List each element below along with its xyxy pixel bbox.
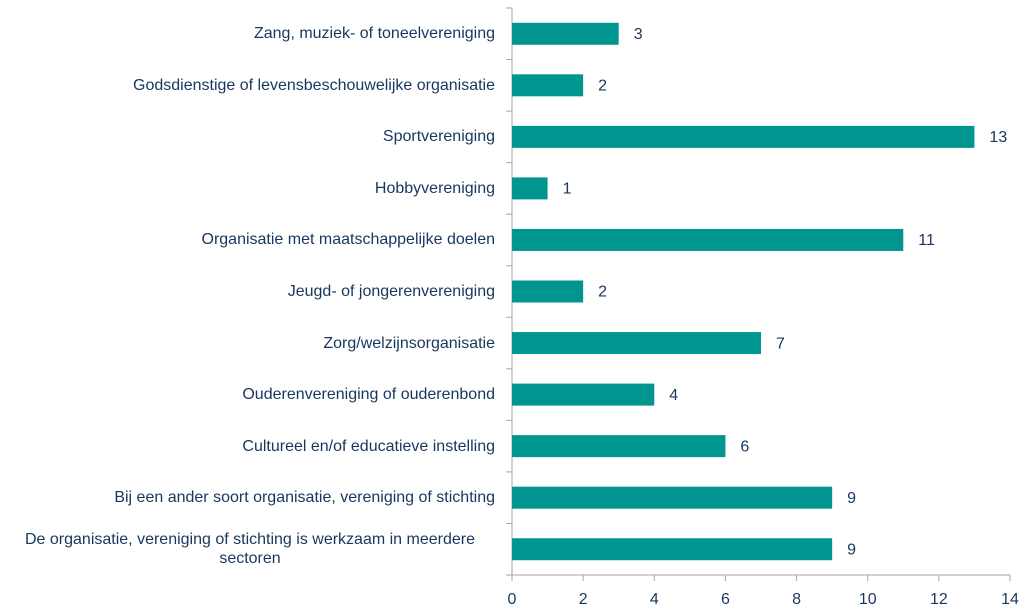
bar xyxy=(512,74,584,97)
x-tick-label: 8 xyxy=(792,591,801,608)
bar xyxy=(512,383,655,406)
category-label: Bij een ander soort organisatie, verenig… xyxy=(114,472,495,524)
bar xyxy=(512,332,761,355)
x-tick-label: 4 xyxy=(650,591,659,608)
category-label: Godsdienstige of levensbeschouwelijke or… xyxy=(133,60,495,112)
value-label: 9 xyxy=(847,490,856,507)
category-label: De organisatie, vereniging of stichting … xyxy=(5,523,495,575)
bar xyxy=(512,538,833,561)
value-label: 7 xyxy=(776,335,785,352)
category-text: Jeugd- of jongerenvereniging xyxy=(287,282,495,300)
value-label: 2 xyxy=(598,284,607,301)
x-tick-label: 12 xyxy=(930,591,948,608)
category-label: Ouderenvereniging of ouderenbond xyxy=(242,369,495,421)
value-label: 6 xyxy=(740,438,749,455)
value-label: 4 xyxy=(669,387,678,404)
value-label: 2 xyxy=(598,78,607,95)
x-tick-label: 2 xyxy=(579,591,588,608)
bar xyxy=(512,435,726,458)
x-tick-label: 0 xyxy=(508,591,517,608)
bar xyxy=(512,177,548,200)
category-text: Zorg/welzijnsorganisatie xyxy=(323,334,495,352)
category-label: Organisatie met maatschappelijke doelen xyxy=(202,214,496,266)
bar xyxy=(512,125,975,148)
category-label: Hobbyvereniging xyxy=(375,163,495,215)
category-label: Jeugd- of jongerenvereniging xyxy=(288,266,495,318)
category-label: Zorg/welzijnsorganisatie xyxy=(323,317,495,369)
category-text: Cultureel en/of educatieve instelling xyxy=(242,437,495,455)
category-label: Zang, muziek- of toneelvereniging xyxy=(254,8,495,60)
category-text: De organisatie, vereniging of stichting … xyxy=(25,531,475,568)
category-text: Ouderenvereniging of ouderenbond xyxy=(242,386,495,404)
category-text: Hobbyvereniging xyxy=(374,179,495,197)
category-text: Bij een ander soort organisatie, verenig… xyxy=(114,489,495,507)
value-label: 13 xyxy=(989,129,1007,146)
value-label: 1 xyxy=(563,181,572,198)
x-tick-label: 14 xyxy=(1001,591,1019,608)
x-tick-label: 6 xyxy=(721,591,730,608)
category-text: Sportvereniging xyxy=(382,128,495,146)
category-label: Sportvereniging xyxy=(383,111,495,163)
x-tick-label: 10 xyxy=(859,591,877,608)
value-label: 11 xyxy=(918,232,935,249)
value-label: 9 xyxy=(847,541,856,558)
category-text: Godsdienstige of levensbeschouwelijke or… xyxy=(133,76,495,94)
category-label: Cultureel en/of educatieve instelling xyxy=(242,420,495,472)
bar xyxy=(512,486,833,509)
bar xyxy=(512,228,904,251)
value-label: 3 xyxy=(634,26,643,43)
bar xyxy=(512,280,584,303)
category-text: Organisatie met maatschappelijke doelen xyxy=(201,231,496,249)
bar xyxy=(512,22,619,45)
category-text: Zang, muziek- of toneelvereniging xyxy=(253,25,495,43)
